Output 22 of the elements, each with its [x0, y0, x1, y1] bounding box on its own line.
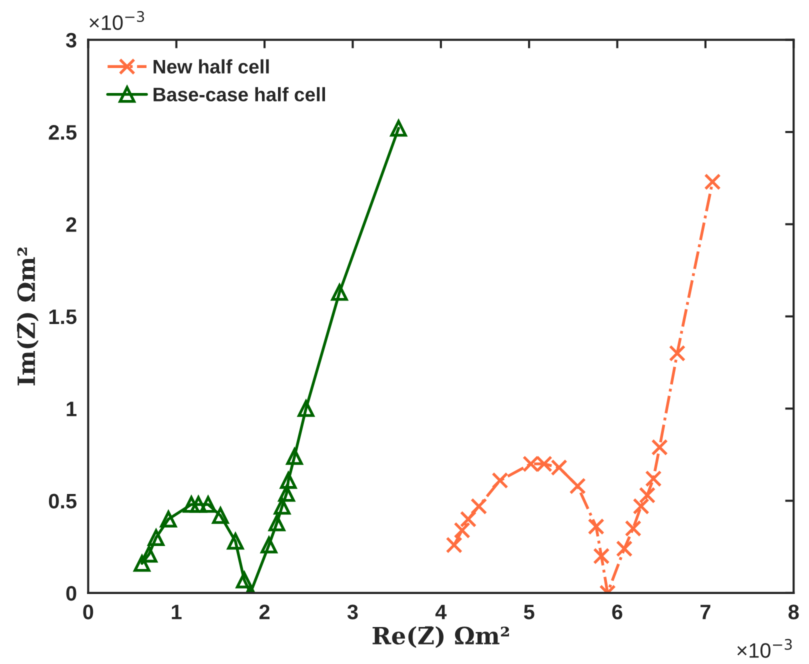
x-tick-label: 6: [612, 604, 622, 620]
x-axis-title: Re(Z̄) Ωm²: [372, 626, 509, 648]
y-tick-label: 1: [66, 402, 76, 416]
y-axis-title: Im(Z̄) Ωm²: [16, 248, 39, 386]
y-tick-label: 0.5: [48, 494, 76, 509]
x-tick-label: 7: [700, 604, 710, 620]
x-tick-label: 8: [788, 604, 799, 620]
x-tick-label: 4: [435, 604, 447, 620]
x-tick-label: 5: [524, 604, 534, 620]
y-tick-label: 0: [66, 586, 76, 601]
y-tick-label: 2.5: [48, 125, 76, 140]
x-tick-label: 0: [83, 604, 94, 620]
x-tick-label: 1: [172, 604, 182, 620]
x-tick-label: 3: [347, 604, 358, 620]
text: ×10$^{−3}$: [737, 638, 792, 658]
y-tick-label: 1.5: [49, 310, 76, 324]
legend-label: Base-case half cell: [154, 87, 325, 102]
text: ×10$^{−3}$: [90, 11, 144, 30]
legend-label: New half cell: [154, 59, 269, 74]
y-tick-label: 2: [66, 217, 76, 232]
y-tick-label: 3: [66, 32, 76, 48]
x-tick-label: 2: [259, 604, 270, 620]
